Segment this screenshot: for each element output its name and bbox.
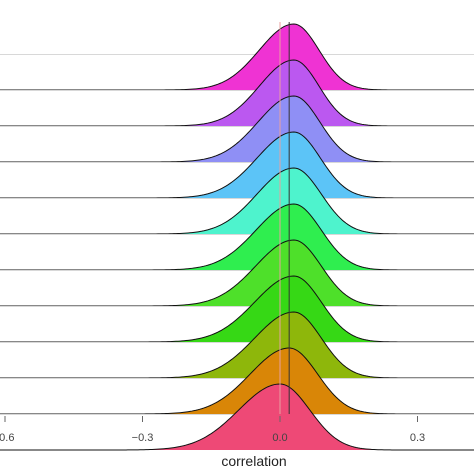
ridge-area: [0, 312, 474, 378]
x-tick-label: 0.3: [410, 432, 425, 444]
ridge-area: [0, 240, 474, 306]
ridge-4: [0, 131, 474, 199]
ridge-area: [0, 204, 474, 270]
ridge-outline: [0, 383, 474, 451]
ridge-1: [0, 23, 474, 91]
ridge-2: [0, 59, 474, 127]
ridge-area: [0, 384, 474, 450]
ridges: [0, 23, 474, 451]
ridge-area: [0, 348, 474, 414]
ridge-area: [0, 60, 474, 126]
reference-lines: [279, 22, 290, 414]
ridge-11: [0, 383, 474, 451]
ridge-3: [0, 95, 474, 163]
x-axis-title: correlation: [221, 453, 286, 469]
x-tick-label: −0.3: [132, 432, 154, 444]
ridge-area: [0, 24, 474, 90]
ridge-area: [0, 168, 474, 234]
x-tick-label: -0.6: [0, 432, 14, 444]
ridge-area: [0, 96, 474, 162]
x-tick-label: 0.0: [272, 432, 287, 444]
ridge-area: [0, 132, 474, 198]
x-axis: -0.6 −0.3 0.0 0.3: [0, 416, 425, 444]
ridge-area: [0, 276, 474, 342]
